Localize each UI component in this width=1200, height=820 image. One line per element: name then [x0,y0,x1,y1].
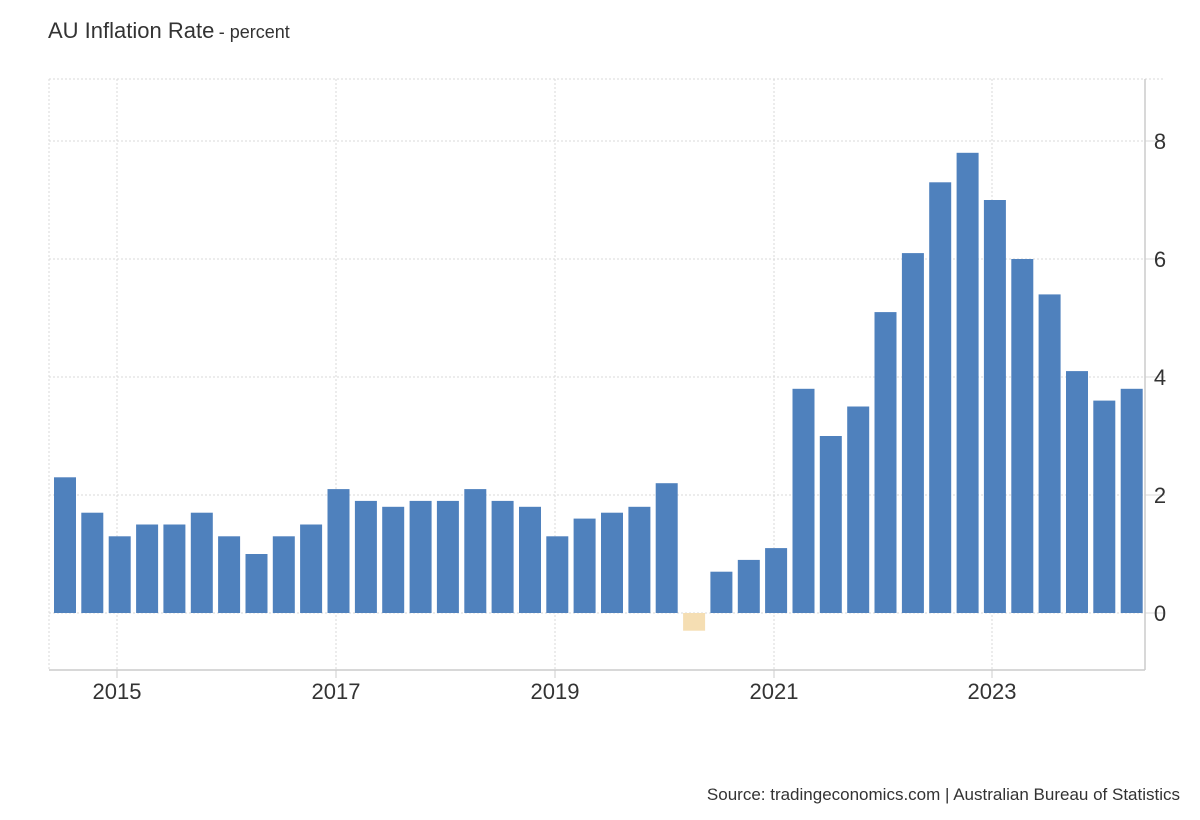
bar-2020-q3 [710,571,733,613]
bar-2023-q3 [1038,294,1061,613]
bar-2019-q2 [573,518,596,613]
bar-2015-q1 [108,536,131,613]
x-tick-label: 2023 [968,679,1017,704]
bar-2019-q4 [628,506,651,613]
bar-2022-q1 [874,312,897,613]
bar-2017-q4 [409,500,432,613]
bar-2019-q1 [546,536,569,613]
bar-2018-q1 [436,500,459,613]
bar-2020-q2 [683,613,706,631]
bar-2014-q4 [81,512,104,613]
y-tick-label: 6 [1154,247,1166,272]
bar-2022-q4 [956,152,979,614]
bar-2018-q4 [519,506,541,613]
x-tick-label: 2021 [750,679,799,704]
chart-title-block: AU Inflation Rate - percent [48,18,290,44]
axis-layer [49,79,1165,678]
chart-title: AU Inflation Rate [48,18,215,43]
source-note: Source: tradingeconomics.com | Australia… [706,785,1180,804]
labels-layer: 0 2 4 6 8 2015 2017 2019 2021 2023 [93,129,1167,704]
bar-2020-q4 [737,559,760,613]
bar-2020-q1 [655,483,678,613]
chart-subtitle: - percent [218,22,290,42]
bar-2024-q1 [1093,400,1116,613]
bar-2016-q2 [245,554,268,613]
bar-2018-q2 [464,489,487,613]
bar-2016-q4 [300,524,323,613]
bar-2024-q2 [1120,388,1143,613]
x-tick-label: 2019 [531,679,580,704]
bar-2016-q3 [272,536,295,613]
bar-2023-q1 [983,200,1006,613]
bar-2015-q4 [190,512,213,613]
y-tick-label: 8 [1154,129,1166,154]
bar-2021-q1 [765,548,788,613]
bar-2022-q2 [901,253,924,613]
bar-2023-q2 [1011,259,1034,613]
x-tick-label: 2017 [312,679,361,704]
bar-2017-q1 [327,489,350,613]
bar-2015-q2 [136,524,159,613]
bar-2014-q3 [54,477,76,613]
bar-2021-q2 [792,388,815,613]
bar-2017-q3 [382,506,405,613]
bar-2017-q2 [354,500,377,613]
bar-2021-q4 [847,406,870,613]
bar-2022-q3 [929,182,952,614]
y-tick-label: 2 [1154,483,1166,508]
bar-2016-q1 [218,536,241,613]
bar-2023-q4 [1066,371,1088,613]
bar-2021-q3 [819,436,842,613]
bar-2019-q3 [601,512,623,613]
y-tick-label: 0 [1154,601,1166,626]
bars-layer [54,152,1143,631]
x-tick-label: 2015 [93,679,142,704]
bar-2018-q3 [491,500,514,613]
y-tick-label: 4 [1154,365,1166,390]
bar-2015-q3 [163,524,186,613]
